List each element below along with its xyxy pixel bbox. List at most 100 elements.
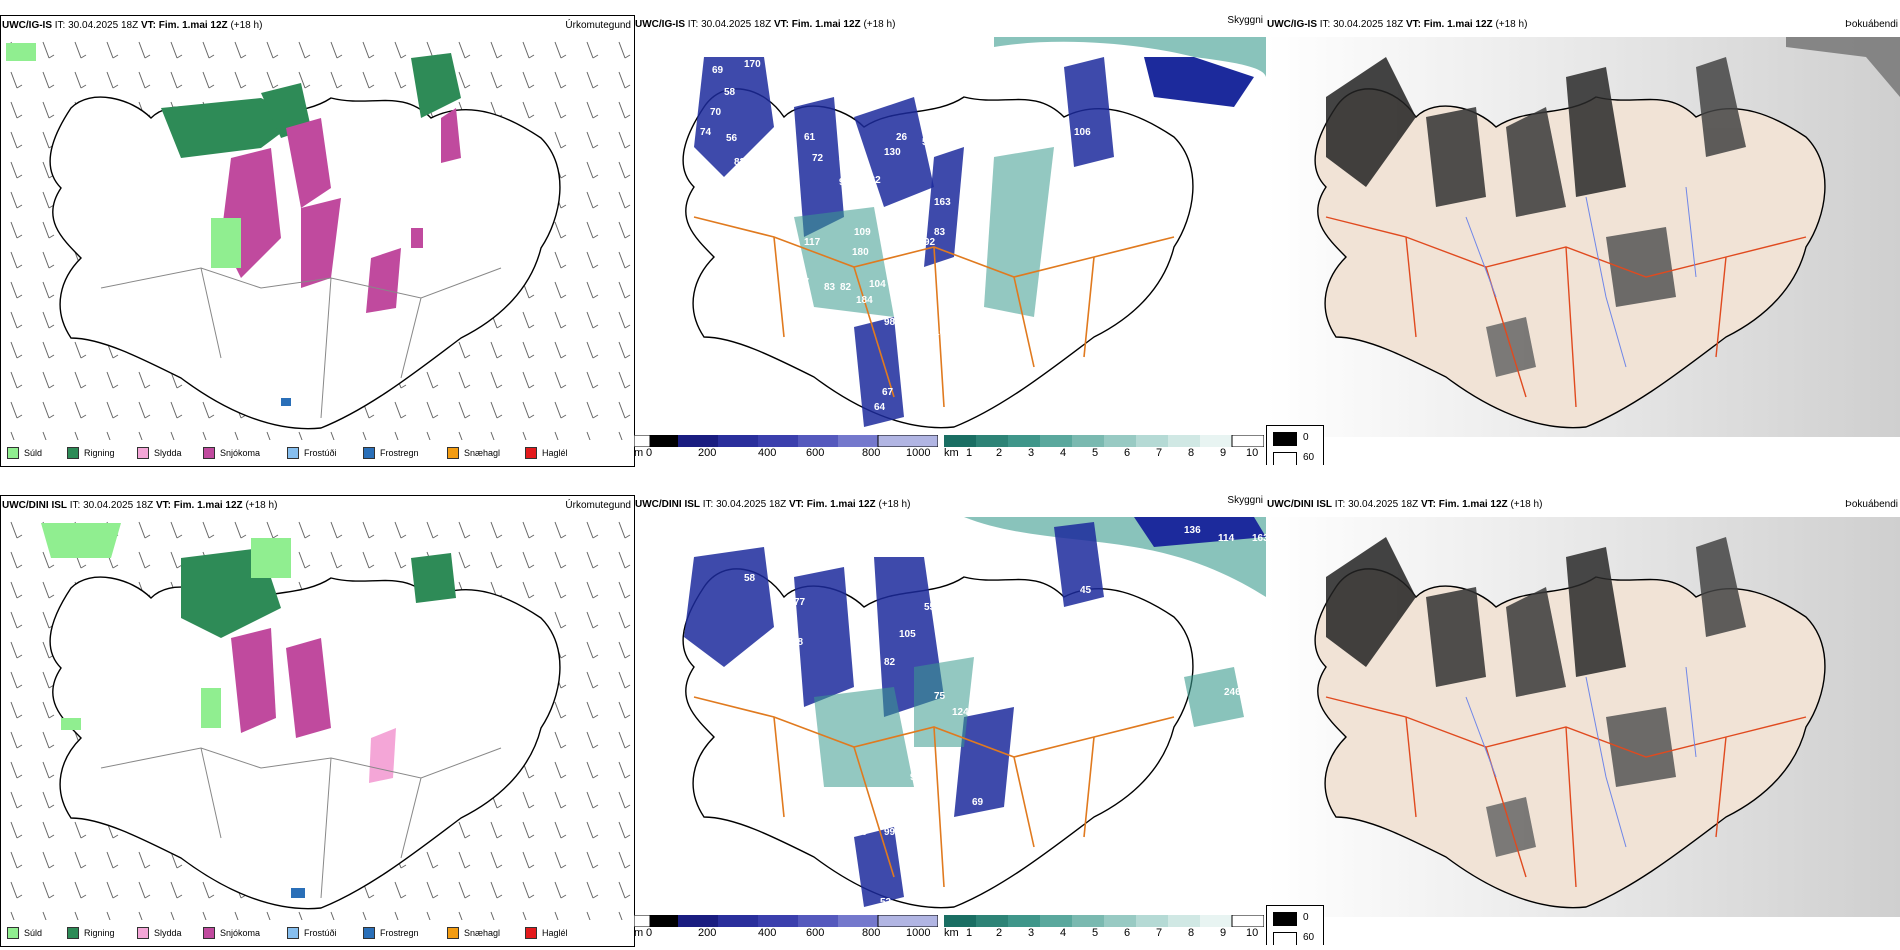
vis-value-label: 106 [1074, 127, 1091, 138]
vis-value-label: 46 [872, 905, 884, 916]
km-tick: 7 [1156, 927, 1163, 939]
vis-value-label: 56 [726, 133, 738, 144]
vis-value-label: 105 [899, 629, 916, 640]
precip-map [1, 518, 634, 920]
km-tick: 9 [1220, 447, 1227, 459]
legend-item: Slydda [137, 446, 182, 460]
roads [693, 216, 1175, 408]
vis-value-label: 26 [896, 132, 908, 143]
vis-value-labels: 136 114 163 194 45 58 77 78 96 63 82 105 124 75 98 72 69… [634, 517, 1266, 917]
vis-value-label: 184 [856, 295, 873, 306]
km-tick: 10 [1246, 447, 1259, 459]
vis-value-label: 104 [934, 327, 951, 338]
vis-value-label: 114 [1218, 533, 1235, 544]
fog-legend-low: 60 [1303, 452, 1315, 463]
vis-value-label: 57 [798, 277, 810, 288]
vis-value-label: 92 [924, 237, 936, 248]
legend-item: Snjókoma [203, 926, 260, 940]
vis-value-label: 79 [712, 187, 724, 198]
km-tick: 4 [1060, 447, 1067, 459]
visibility-km-colorbar: km 1 2 3 4 5 6 7 8 9 10 [944, 915, 1264, 943]
legend-item: Haglél [525, 446, 568, 460]
km-tick: 6 [1124, 927, 1131, 939]
panel-corner-title: Þokuábendi [1845, 19, 1898, 30]
fog-legend: 0 60 [1266, 425, 1324, 465]
km-tick: 2 [996, 447, 1003, 459]
vis-value-label: 67 [882, 387, 894, 398]
precip-legend: Súld Rigning Slydda Snjókoma Frostúði Fr… [7, 446, 627, 460]
visibility-km-colorbar: km 1 2 3 4 5 6 7 8 9 10 [944, 435, 1264, 463]
legend-item: Frostúði [287, 446, 337, 460]
it-value: 30.04.2025 18Z [68, 20, 139, 31]
fog-legend-high: 0 [1303, 432, 1309, 443]
km-tick: 1 [966, 447, 973, 459]
vis-value-label: 74 [700, 127, 712, 138]
vis-value-label: 64 [874, 402, 886, 413]
vis-value-label: 111 [944, 305, 960, 316]
height-tick: 600 [806, 927, 825, 939]
fog-index-panel: UWC/IG-IS IT: 30.04.2025 18Z VT: Fim. 1.… [1266, 15, 1900, 465]
height-tick: 200 [698, 447, 717, 459]
height-tick: 1000 [906, 447, 931, 459]
terrain-height-colorbar: m 0 200 400 600 800 1000 [634, 435, 938, 463]
vis-value-label: 180 [852, 247, 869, 258]
vis-value-label: 45 [1080, 585, 1092, 596]
vis-value-label: 82 [734, 157, 746, 168]
legend-item: Frostúði [287, 926, 337, 940]
vis-value-label: 170 [744, 59, 761, 70]
legend-item: Slydda [137, 926, 182, 940]
vis-value-label: 109 [854, 227, 871, 238]
vis-value-label: 98 [910, 772, 922, 783]
roads [693, 696, 1175, 888]
vis-value-label: 117 [804, 237, 821, 248]
km-tick: 5 [1092, 447, 1099, 459]
vis-value-label: 93 [944, 267, 956, 278]
legend-item: Súld [7, 926, 42, 940]
vis-value-label: 115 [1064, 52, 1081, 63]
vis-value-label: 69 [712, 65, 724, 76]
panel-title: UWC/IG-IS IT: 30.04.2025 18Z VT: Fim. 1.… [1267, 19, 1528, 30]
vis-value-label: 98 [884, 317, 896, 328]
height-tick: 1000 [906, 927, 931, 939]
vis-value-label: 70 [710, 107, 722, 118]
vis-value-label: 52 [922, 137, 934, 148]
terrain-height-colorbar: m 0 200 400 600 800 1000 [634, 915, 938, 943]
precip-map [1, 38, 634, 440]
vis-value-label: 2 [839, 152, 845, 163]
it-label: IT: [54, 20, 66, 31]
vis-value-label: 78 [792, 637, 804, 648]
legend-item: Frostregn [363, 926, 419, 940]
vis-value-label: 80 [856, 827, 868, 838]
legend-item: Snæhagl [447, 926, 500, 940]
fog-index-panel: UWC/DINI ISL IT: 30.04.2025 18Z VT: Fim.… [1266, 495, 1900, 945]
model-name: UWC/IG-IS [2, 20, 52, 31]
height-tick: 200 [698, 927, 717, 939]
height-tick: 0 [646, 927, 653, 939]
vis-value-label: 82 [840, 282, 852, 293]
vis-value-label: 72 [954, 825, 966, 836]
height-tick: 400 [758, 927, 777, 939]
roads [100, 747, 502, 899]
height-tick: 800 [862, 927, 881, 939]
precip-legend: Súld Rigning Slydda Snjókoma Frostúði Fr… [7, 926, 627, 940]
km-tick: 7 [1156, 447, 1163, 459]
vis-value-label: 83 [934, 227, 946, 238]
km-tick: 1 [966, 927, 973, 939]
vis-value-label: 51 [1086, 612, 1098, 623]
fog-areas [1326, 37, 1900, 377]
vis-value-label: 81 [754, 167, 766, 178]
km-tick: 4 [1060, 927, 1067, 939]
precip-type-panel: UWC/DINI ISL IT: 30.04.2025 18Z VT: Fim.… [0, 495, 635, 947]
vis-value-label: 83 [824, 282, 836, 293]
vis-value-label: 130 [884, 147, 901, 158]
vis-areas [694, 57, 1254, 427]
vis-value-label: 124 [952, 707, 969, 718]
vis-value-label: 37 [896, 425, 908, 436]
legend-item: Rigning [67, 926, 115, 940]
panel-title: UWC/IG-IS IT: 30.04.2025 18Z VT: Fim. 1.… [635, 19, 896, 30]
vis-value-label: 58 [724, 87, 736, 98]
km-tick: 8 [1188, 927, 1195, 939]
fog-areas [1326, 537, 1746, 857]
km-tick: 9 [1220, 927, 1227, 939]
km-tick: 5 [1092, 927, 1099, 939]
